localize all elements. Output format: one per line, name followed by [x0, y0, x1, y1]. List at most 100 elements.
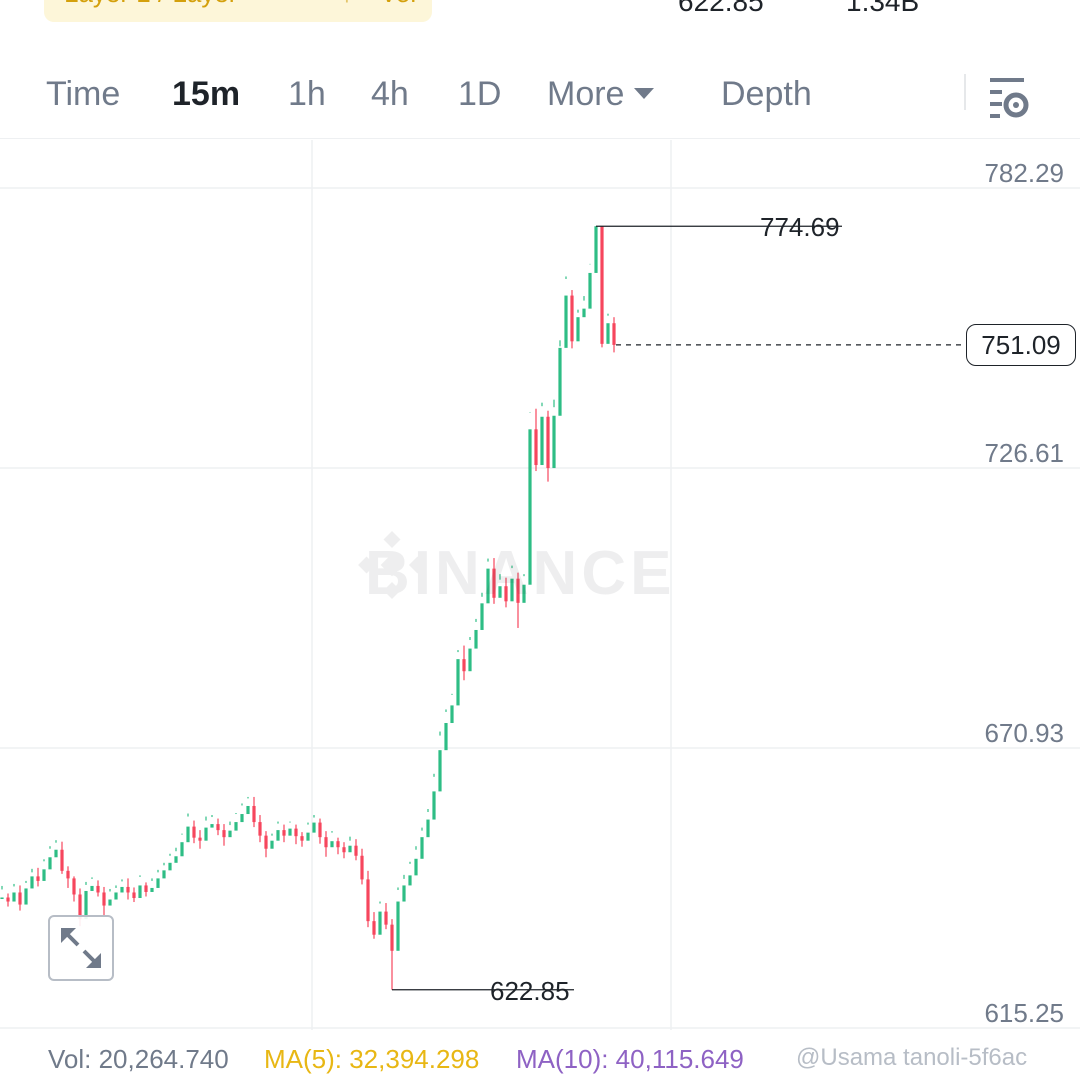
candle-body	[288, 828, 292, 836]
candle-body	[42, 869, 46, 881]
candle-body	[414, 858, 418, 876]
candle-body	[138, 885, 142, 899]
tabs-divider	[964, 74, 966, 110]
sector-separator: |	[344, 0, 350, 4]
candle-body	[522, 584, 526, 603]
candle-body	[420, 837, 424, 859]
candle-body	[348, 845, 352, 853]
candle-body	[594, 226, 598, 273]
candle-body	[216, 824, 220, 831]
candle-body	[468, 648, 472, 672]
footer-watermark: @Usama tanoli-5f6ac	[796, 1044, 1028, 1071]
candle-body	[384, 911, 388, 925]
candle-body	[588, 272, 592, 309]
candle-body	[480, 603, 484, 630]
candle-body	[186, 826, 190, 843]
candle-body	[24, 888, 28, 905]
sector-tag[interactable]: Layer 1 / Layer | Vol ›	[44, 0, 452, 22]
low-price-label: 622.85	[490, 976, 570, 1006]
candle-body	[432, 791, 436, 820]
candle-body	[570, 295, 574, 342]
candle-body	[0, 897, 4, 900]
chart-canvas	[0, 140, 1080, 1030]
price-axis-label: 782.29	[984, 158, 1064, 188]
candle-body	[18, 892, 22, 905]
tab-1d[interactable]: 1D	[458, 75, 502, 113]
candle-body	[312, 822, 316, 833]
candle-body	[36, 876, 40, 881]
tab-more-label: More	[547, 75, 625, 113]
candle-body	[396, 901, 400, 951]
candle-body	[438, 750, 442, 792]
candle-body	[234, 822, 238, 831]
candle-body	[564, 295, 568, 348]
chart-settings-icon[interactable]	[984, 72, 1034, 122]
tab-15m[interactable]: 15m	[172, 75, 241, 113]
candle-body	[462, 659, 466, 672]
candle-body	[192, 826, 196, 838]
candle-body	[612, 323, 616, 345]
candle-body	[498, 586, 502, 598]
candle-body	[516, 578, 520, 603]
candlestick-chart[interactable]: BINANCE 782.29 726.61 670.93 615.25 774.…	[0, 140, 1080, 1030]
candle-body	[162, 870, 166, 879]
candle-body	[450, 705, 454, 724]
price-axis-label: 726.61	[984, 438, 1064, 468]
interval-tabs: Time 15m 1h 4h 1D More Depth	[0, 60, 1080, 139]
stat-volume-value: 1.34B	[846, 0, 920, 17]
tab-1h[interactable]: 1h	[288, 75, 326, 113]
candle-body	[300, 836, 304, 841]
candle-body	[408, 875, 412, 886]
candle-body	[240, 814, 244, 823]
candle-body	[30, 876, 34, 889]
candle-body	[228, 830, 232, 838]
tab-time[interactable]: Time	[46, 75, 121, 113]
candle-body	[102, 892, 106, 906]
candle-body	[96, 885, 100, 893]
candle-body	[444, 723, 448, 751]
tab-4h[interactable]: 4h	[371, 75, 409, 113]
candle-body	[318, 822, 322, 838]
price-axis-label: 670.93	[984, 718, 1064, 748]
candle-body	[126, 886, 130, 893]
expand-arrows-icon[interactable]	[48, 915, 114, 981]
candle-body	[558, 347, 562, 416]
tab-more[interactable]: More	[547, 75, 655, 114]
candle-body	[528, 429, 532, 585]
candle-body	[60, 849, 64, 871]
candle-body	[90, 885, 94, 891]
candle-body	[252, 805, 256, 823]
candle-body	[132, 892, 136, 899]
price-axis-label: 615.25	[984, 998, 1064, 1028]
candle-body	[108, 899, 112, 906]
candle-body	[390, 924, 394, 951]
ma5-indicator: MA(5): 32,394.298	[264, 1044, 480, 1074]
candle-body	[114, 892, 118, 900]
candle-body	[510, 578, 514, 602]
candle-body	[84, 890, 88, 920]
candle-body	[246, 805, 250, 815]
candle-body	[330, 841, 334, 848]
candle-body	[426, 819, 430, 838]
candle-body	[282, 830, 286, 836]
volume-indicator: Vol: 20,264.740	[48, 1044, 229, 1074]
candle-body	[492, 568, 496, 598]
candle-body	[402, 885, 406, 902]
candle-body	[54, 849, 58, 858]
candle-body	[342, 847, 346, 853]
candle-body	[600, 226, 604, 344]
tab-depth[interactable]: Depth	[721, 75, 812, 113]
ma10-indicator: MA(10): 40,115.649	[516, 1044, 744, 1074]
sector-vol-label: Vol	[380, 0, 416, 9]
candle-body	[456, 659, 460, 706]
candle-body	[72, 878, 76, 895]
candle-body	[576, 317, 580, 342]
candle-body	[324, 837, 328, 848]
candle-body	[306, 832, 310, 841]
candle-body	[546, 416, 550, 469]
candle-body	[360, 855, 364, 880]
chevron-right-icon: ›	[442, 0, 452, 8]
candle-body	[6, 897, 10, 902]
candle-body	[198, 837, 202, 841]
candle-body	[258, 822, 262, 836]
